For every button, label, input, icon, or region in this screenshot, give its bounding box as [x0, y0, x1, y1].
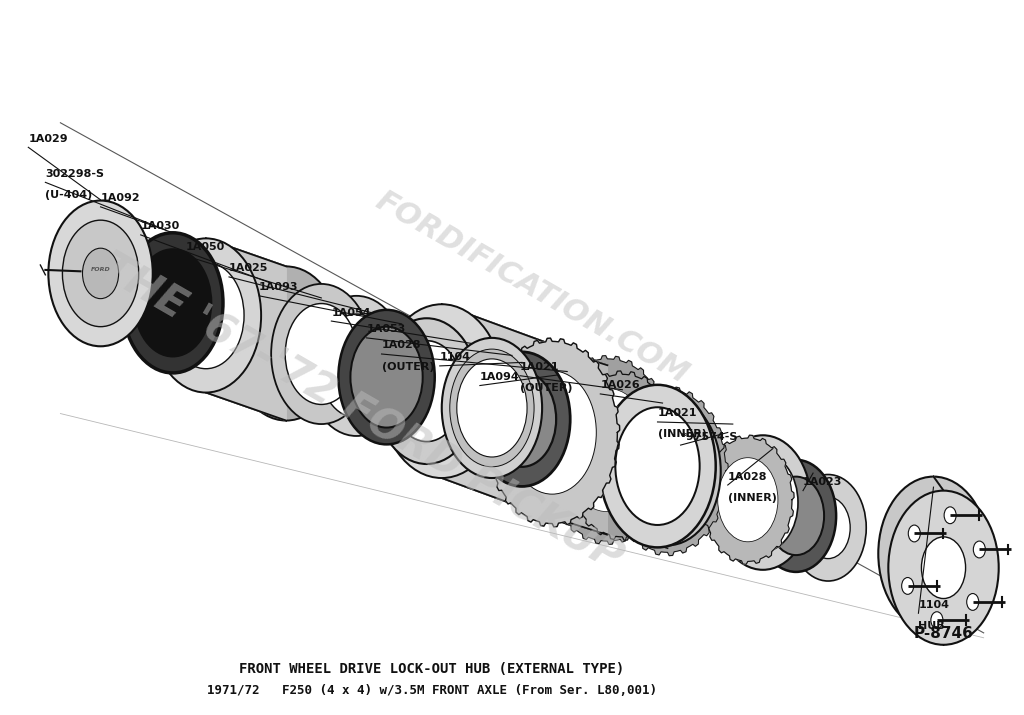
Ellipse shape — [62, 220, 138, 327]
Text: 1A021: 1A021 — [520, 363, 559, 373]
Ellipse shape — [715, 435, 811, 570]
Ellipse shape — [151, 238, 261, 393]
Text: 1A025: 1A025 — [229, 263, 268, 273]
Polygon shape — [206, 238, 287, 420]
Ellipse shape — [630, 418, 706, 524]
Polygon shape — [540, 355, 675, 544]
Ellipse shape — [83, 248, 119, 299]
Text: 1A029: 1A029 — [29, 134, 68, 144]
Ellipse shape — [350, 327, 423, 428]
Ellipse shape — [614, 397, 721, 546]
Text: 1A023: 1A023 — [803, 477, 843, 487]
Ellipse shape — [728, 453, 798, 551]
Text: FORD: FORD — [91, 267, 111, 272]
Text: 1104: 1104 — [439, 352, 471, 363]
Text: THE '67-'72 FORD PICKUP: THE '67-'72 FORD PICKUP — [93, 247, 630, 581]
Text: 1A094: 1A094 — [480, 372, 519, 382]
Text: 1104: 1104 — [919, 600, 949, 610]
Polygon shape — [623, 378, 668, 548]
Ellipse shape — [450, 349, 535, 467]
Ellipse shape — [487, 372, 556, 467]
Ellipse shape — [967, 593, 979, 611]
Text: 1971/72   F250 (4 x 4) w/3.5M FRONT AXLE (From Ser. L80,001): 1971/72 F250 (4 x 4) w/3.5M FRONT AXLE (… — [207, 684, 656, 697]
Text: HUB: HUB — [919, 621, 945, 631]
Text: 1A093: 1A093 — [259, 282, 299, 292]
Text: 1A021: 1A021 — [657, 408, 697, 418]
Ellipse shape — [718, 458, 778, 542]
Ellipse shape — [974, 541, 985, 558]
Ellipse shape — [944, 507, 956, 523]
Ellipse shape — [123, 233, 223, 373]
Ellipse shape — [135, 250, 211, 356]
Ellipse shape — [632, 420, 703, 521]
Ellipse shape — [806, 497, 850, 558]
Ellipse shape — [615, 408, 699, 525]
Polygon shape — [934, 477, 943, 645]
Ellipse shape — [902, 578, 913, 594]
Ellipse shape — [756, 460, 837, 572]
Text: 1A028: 1A028 — [728, 471, 767, 481]
Text: 1A054: 1A054 — [332, 307, 371, 317]
Ellipse shape — [231, 267, 341, 420]
Ellipse shape — [540, 363, 665, 537]
Ellipse shape — [922, 537, 966, 598]
Polygon shape — [441, 305, 602, 537]
Ellipse shape — [879, 477, 989, 631]
Ellipse shape — [380, 305, 504, 478]
Ellipse shape — [599, 385, 716, 548]
Ellipse shape — [168, 262, 244, 369]
Ellipse shape — [908, 525, 921, 542]
Ellipse shape — [508, 371, 596, 494]
Text: FRONT WHEEL DRIVE LOCK-OUT HUB (EXTERNAL TYPE): FRONT WHEEL DRIVE LOCK-OUT HUB (EXTERNAL… — [239, 662, 625, 676]
Text: (OUTER): (OUTER) — [382, 362, 434, 372]
Text: 1A030: 1A030 — [140, 222, 180, 232]
Ellipse shape — [790, 475, 866, 581]
Polygon shape — [607, 386, 728, 556]
Text: (INNER): (INNER) — [657, 430, 707, 440]
Ellipse shape — [390, 340, 463, 442]
Ellipse shape — [441, 338, 542, 478]
Ellipse shape — [286, 304, 357, 405]
Polygon shape — [552, 347, 607, 535]
Ellipse shape — [401, 335, 482, 447]
Text: (U-404): (U-404) — [45, 190, 92, 199]
Ellipse shape — [338, 310, 435, 445]
Ellipse shape — [375, 318, 479, 464]
Ellipse shape — [48, 200, 153, 346]
Ellipse shape — [306, 296, 407, 436]
Ellipse shape — [271, 284, 372, 424]
Text: 1A050: 1A050 — [186, 242, 225, 252]
Text: P-8746: P-8746 — [913, 626, 974, 641]
Ellipse shape — [457, 359, 527, 457]
Polygon shape — [701, 435, 794, 564]
Text: (INNER): (INNER) — [728, 493, 776, 503]
Ellipse shape — [563, 388, 651, 512]
Ellipse shape — [585, 403, 660, 509]
Polygon shape — [484, 338, 620, 527]
Ellipse shape — [931, 612, 943, 628]
Ellipse shape — [889, 490, 998, 645]
Text: (OUTER): (OUTER) — [520, 383, 572, 393]
Text: 1A092: 1A092 — [100, 193, 140, 203]
Polygon shape — [562, 371, 683, 541]
Text: 1A053: 1A053 — [367, 325, 406, 335]
Text: 302298-S: 302298-S — [45, 169, 104, 179]
Ellipse shape — [768, 477, 824, 555]
Text: 1A026: 1A026 — [600, 380, 640, 390]
Ellipse shape — [474, 352, 570, 486]
Text: *97574-S: *97574-S — [681, 432, 738, 442]
Text: 1A028: 1A028 — [382, 340, 421, 350]
Ellipse shape — [457, 359, 527, 457]
Ellipse shape — [319, 314, 393, 418]
Text: FORDIFICATION.COM: FORDIFICATION.COM — [371, 186, 693, 389]
